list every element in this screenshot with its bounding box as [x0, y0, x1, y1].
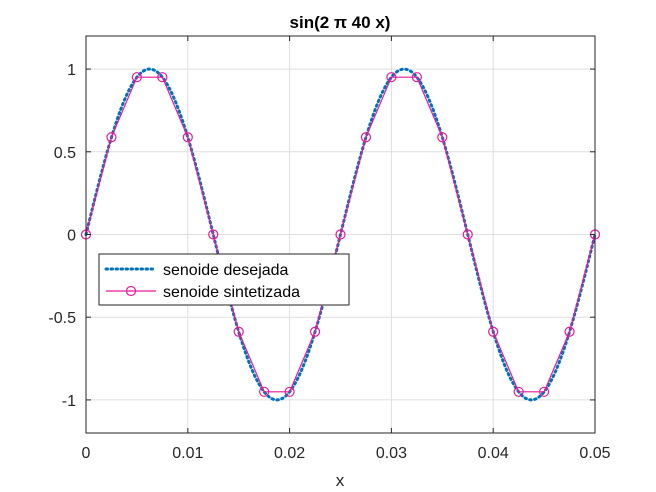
chart-title: sin(2 π 40 x) [290, 13, 391, 32]
series-sintetizada-point [335, 229, 346, 240]
series-sintetizada-point [157, 72, 168, 83]
series-sintetizada-point [208, 229, 219, 240]
x-tick-label: 0.03 [376, 445, 407, 462]
y-tick-label: 0 [67, 228, 76, 245]
x-tick-label: 0 [82, 445, 91, 462]
ticks [85, 36, 596, 433]
series-sintetizada-point [386, 72, 397, 83]
legend: senoide desejada senoide sintetizada [98, 253, 350, 306]
series-sintetizada-point [309, 326, 321, 337]
y-tick-label: 0.5 [54, 145, 76, 162]
series-sintetizada-point [564, 326, 575, 337]
tick-labels: 0 0.01 0.02 0.03 0.04 0.05 -1 -0.5 0 0.5 1 [48, 62, 610, 462]
series-sintetizada-point [233, 326, 244, 337]
legend-label-sintetizada: senoide sintetizada [163, 284, 300, 301]
series-sintetizada-point [182, 132, 193, 143]
legend-box [98, 253, 350, 306]
series-sintetizada-point [538, 386, 550, 397]
series-sintetizada-point [488, 326, 499, 337]
x-tick-label: 0.02 [274, 445, 305, 462]
y-tick-label: 1 [67, 62, 76, 79]
series-sintetizada-line [85, 76, 596, 393]
x-axis-title: x [336, 471, 345, 490]
y-tick-label: -1 [62, 393, 76, 410]
legend-label-desejada: senoide desejada [163, 262, 289, 279]
series-sintetizada-point [284, 386, 295, 397]
series-sintetizada-point [259, 386, 270, 397]
series-sintetizada-point [360, 132, 372, 143]
series-sintetizada-point [462, 229, 473, 240]
x-tick-label: 0.05 [579, 445, 610, 462]
legend-marker-sintetizada [125, 285, 137, 297]
series-sintetizada-point [131, 72, 142, 83]
y-tick-label: -0.5 [48, 310, 76, 327]
series-sintetizada-point [411, 72, 422, 83]
series-sintetizada-point [437, 132, 448, 143]
x-tick-label: 0.04 [478, 445, 509, 462]
series-sintetizada-point [513, 386, 524, 397]
series-sintetizada-point [106, 132, 117, 143]
x-tick-label: 0.01 [172, 445, 203, 462]
